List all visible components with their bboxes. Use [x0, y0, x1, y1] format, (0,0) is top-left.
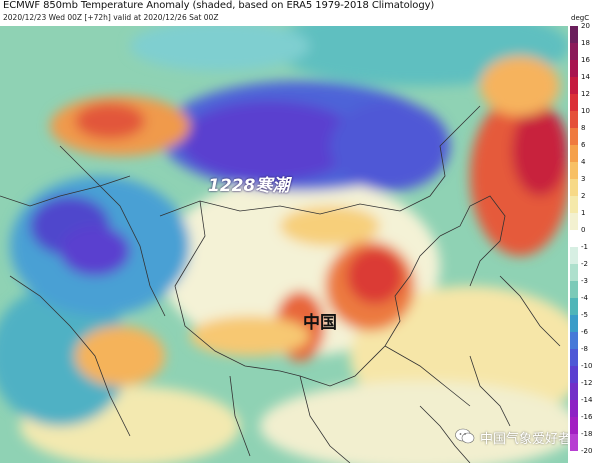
colorbar-unit: degC [571, 14, 590, 22]
colorbar-tick-label: 8 [581, 124, 586, 132]
colorbar-segment [570, 400, 578, 418]
wechat-icon [455, 428, 475, 444]
cold-wave-label: 1228寒潮 [208, 176, 290, 196]
colorbar-tick-label: -14 [581, 396, 593, 404]
colorbar-tick-label: 14 [581, 73, 590, 81]
colorbar: degC 20 18 16 14 12 10 8 6 4 3 2 1 0 -1 -2 -3 -4 -5 -6 -8 -1… [568, 0, 600, 463]
colorbar-segment [570, 264, 578, 282]
colorbar-segment [570, 162, 578, 180]
colorbar-tick-label: -16 [581, 413, 593, 421]
colorbar-tick-label: 0 [581, 226, 586, 234]
colorbar-gradient [570, 26, 578, 451]
colorbar-tick-label: -2 [581, 260, 588, 268]
colorbar-tick-label: 20 [581, 22, 590, 30]
colorbar-segment [570, 196, 578, 214]
temperature-anomaly-map: 1228寒潮 中国 [0, 26, 568, 463]
colorbar-segment [570, 179, 578, 197]
colorbar-tick-label: -3 [581, 277, 588, 285]
colorbar-segment [570, 43, 578, 61]
colorbar-segment [570, 434, 578, 451]
colorbar-tick-label: 6 [581, 141, 586, 149]
colorbar-segment [570, 315, 578, 333]
colorbar-tick-label: -5 [581, 311, 588, 319]
colorbar-segment [570, 26, 578, 44]
colorbar-segment [570, 383, 578, 401]
anomaly-field [0, 26, 568, 463]
boundary-lines [0, 105, 561, 463]
colorbar-segment [570, 230, 578, 248]
colorbar-segment [570, 298, 578, 316]
colorbar-segment [570, 417, 578, 435]
colorbar-tick-label: -20 [581, 447, 593, 455]
colorbar-segment [570, 111, 578, 129]
map-title: ECMWF 850mb Temperature Anomaly (shaded,… [3, 0, 435, 11]
colorbar-segment [570, 213, 578, 231]
colorbar-tick-label: -4 [581, 294, 588, 302]
colorbar-segment [570, 145, 578, 163]
colorbar-tick-label: 4 [581, 158, 586, 166]
colorbar-tick-label: 16 [581, 56, 590, 64]
map-valid-time: 2020/12/23 Wed 00Z [+72h] valid at 2020/… [3, 13, 219, 22]
colorbar-tick-label: -10 [581, 362, 593, 370]
colorbar-tick-label: -18 [581, 430, 593, 438]
colorbar-tick-label: -6 [581, 328, 588, 336]
colorbar-tick-label: -8 [581, 345, 588, 353]
colorbar-segment [570, 281, 578, 299]
map-header: ECMWF 850mb Temperature Anomaly (shaded,… [0, 0, 568, 26]
colorbar-segment [570, 247, 578, 265]
colorbar-segment [570, 77, 578, 95]
colorbar-segment [570, 349, 578, 367]
colorbar-tick-label: 1 [581, 209, 586, 217]
colorbar-segment [570, 60, 578, 78]
watermark-text: 中国气象爱好者 [480, 432, 572, 447]
colorbar-tick-label: 3 [581, 175, 586, 183]
colorbar-segment [570, 128, 578, 146]
colorbar-tick-label: -1 [581, 243, 588, 251]
china-label: 中国 [303, 313, 337, 333]
anomaly-shading [0, 26, 568, 463]
colorbar-tick-label: -12 [581, 379, 593, 387]
colorbar-tick-label: 18 [581, 39, 590, 47]
colorbar-segment [570, 366, 578, 384]
colorbar-segment [570, 332, 578, 350]
colorbar-tick-label: 10 [581, 107, 590, 115]
colorbar-tick-label: 2 [581, 192, 586, 200]
colorbar-segment [570, 94, 578, 112]
colorbar-tick-label: 12 [581, 90, 590, 98]
